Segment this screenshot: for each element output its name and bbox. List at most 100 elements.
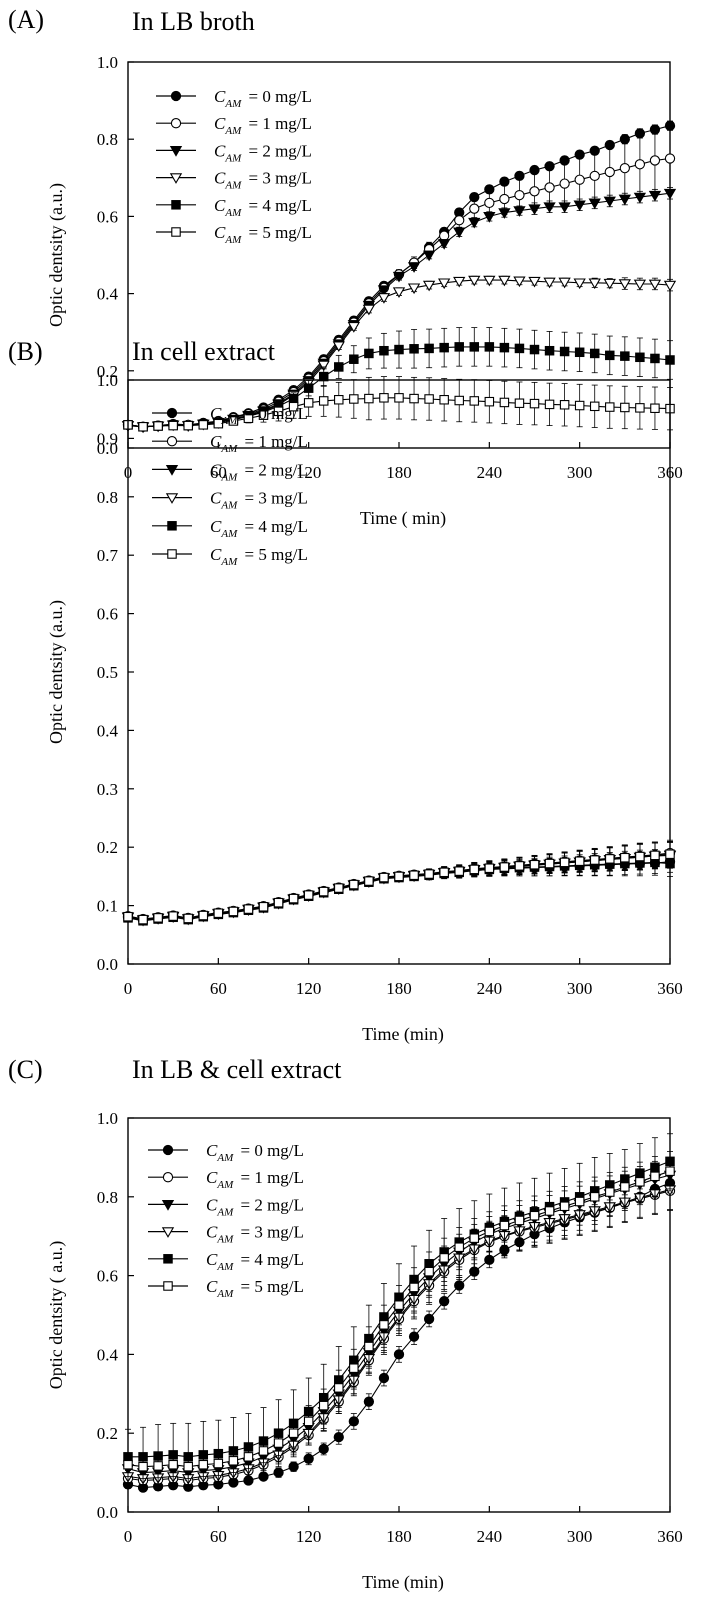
y-tick-label: 1.0 <box>97 371 118 390</box>
data-point <box>605 350 615 361</box>
data-point <box>273 1467 284 1478</box>
panel-title: In LB & cell extract <box>132 1055 342 1084</box>
data-point <box>499 862 510 872</box>
x-tick-label: 240 <box>477 1527 503 1546</box>
data-point <box>334 362 344 372</box>
data-point <box>318 886 329 897</box>
data-point <box>198 910 209 921</box>
data-point <box>318 396 329 406</box>
data-point <box>303 1453 314 1464</box>
data-point <box>394 1300 404 1310</box>
data-point <box>573 278 586 290</box>
data-point <box>333 1431 344 1443</box>
y-axis-label: Optic dentsity (a.u.) <box>46 600 67 744</box>
data-point <box>635 851 645 862</box>
data-point <box>558 202 571 214</box>
data-point <box>393 1349 405 1360</box>
data-point <box>605 402 615 412</box>
y-tick-label: 0.2 <box>97 362 118 381</box>
legend-marker <box>167 521 177 531</box>
y-tick-label: 0.7 <box>97 546 119 565</box>
y-tick-label: 0.0 <box>97 955 118 974</box>
data-point <box>213 1458 224 1469</box>
data-point <box>392 271 406 283</box>
data-point <box>362 304 376 316</box>
data-point <box>364 1341 374 1352</box>
data-point <box>528 204 541 215</box>
data-point <box>618 279 631 290</box>
data-point <box>513 206 526 217</box>
x-axis-label: Time ( min) <box>360 508 446 529</box>
legend-marker <box>161 1200 175 1211</box>
data-point <box>394 344 404 355</box>
data-point <box>498 275 511 287</box>
data-point <box>574 347 585 358</box>
data-point <box>633 279 647 291</box>
series-5 <box>123 1151 675 1479</box>
data-point <box>332 341 345 353</box>
data-point <box>469 864 480 875</box>
data-point <box>468 217 481 229</box>
data-point <box>318 1400 329 1411</box>
legend-label-0: CAM = 0 mg/L <box>206 1141 304 1164</box>
data-point <box>392 287 406 298</box>
x-axis-label: Time (min) <box>362 1024 444 1045</box>
data-point <box>543 277 556 289</box>
data-point <box>377 293 391 304</box>
data-point <box>288 1461 299 1472</box>
data-point <box>379 872 389 883</box>
panel-letter: (C) <box>8 1055 43 1084</box>
data-point <box>453 227 466 239</box>
data-point <box>605 1187 615 1197</box>
data-point <box>514 343 525 354</box>
data-point <box>499 397 510 408</box>
data-point <box>364 393 374 404</box>
data-point <box>469 203 480 214</box>
data-point <box>574 174 585 185</box>
data-point <box>665 355 675 365</box>
x-tick-label: 240 <box>477 463 503 482</box>
legend-marker <box>166 407 178 419</box>
data-point <box>588 198 601 210</box>
data-point <box>663 280 677 292</box>
data-point <box>543 202 556 214</box>
data-point <box>468 275 481 287</box>
legend-label-5: CAM = 5 mg/L <box>210 545 308 568</box>
y-axis-label: Optic dentsity (a.u.) <box>46 183 67 327</box>
y-tick-label: 0.8 <box>97 488 118 507</box>
data-point <box>183 913 193 924</box>
data-point <box>318 1443 329 1455</box>
data-point <box>484 197 495 209</box>
data-point <box>228 416 239 426</box>
data-point <box>379 1320 389 1330</box>
data-point <box>544 399 555 410</box>
data-point <box>529 186 540 197</box>
legend-label-3: CAM = 3 mg/L <box>210 489 308 512</box>
y-tick-label: 1.0 <box>97 53 118 72</box>
data-point <box>559 400 570 410</box>
data-point <box>334 394 344 405</box>
legend-label-5: CAM = 5 mg/L <box>214 223 312 246</box>
data-point <box>168 911 178 921</box>
data-point <box>513 276 526 288</box>
data-point <box>439 1296 450 1307</box>
data-point <box>650 403 660 413</box>
data-point <box>648 279 662 291</box>
data-point <box>183 420 193 431</box>
data-point <box>603 278 616 290</box>
data-point <box>349 394 359 404</box>
data-point <box>650 1171 660 1182</box>
data-point <box>559 1201 570 1212</box>
data-point <box>348 1416 359 1427</box>
data-point <box>605 854 615 864</box>
data-point <box>633 192 647 204</box>
data-point <box>589 855 600 865</box>
series-5 <box>123 840 675 925</box>
y-tick-label: 0.3 <box>97 780 118 799</box>
data-point <box>243 1452 254 1462</box>
data-point <box>454 866 464 876</box>
data-point <box>288 1428 299 1438</box>
legend-label-1: CAM = 1 mg/L <box>214 114 312 137</box>
x-tick-label: 240 <box>477 979 503 998</box>
